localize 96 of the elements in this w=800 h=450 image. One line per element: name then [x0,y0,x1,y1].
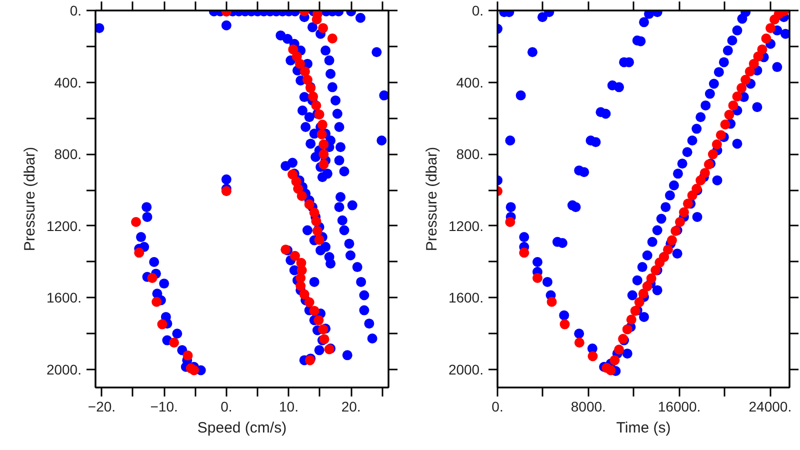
point [221,186,232,196]
point [318,324,328,334]
point [505,216,516,227]
point [724,110,734,120]
x-tick-label: 8000. [570,398,606,414]
point [294,58,305,69]
point [662,244,673,255]
y-tick-label: 0. [472,2,484,18]
point [708,149,718,160]
point [622,324,632,334]
point [308,92,318,102]
y-tick-label: 2000. [448,362,484,378]
x-axis-title: Time (s) [616,420,671,436]
point [532,273,542,283]
point [626,314,636,325]
point [674,216,685,227]
point [638,288,648,299]
point [304,199,314,210]
point [314,234,324,245]
point [296,190,307,201]
x-tick-label: 10. [279,398,298,414]
point [304,297,314,308]
point [744,66,755,77]
point [316,129,327,140]
point [169,338,180,348]
point [712,139,722,150]
point [682,198,693,209]
point [157,319,168,330]
point [678,207,689,218]
point [732,92,742,102]
point [574,338,584,348]
x-axis-title: Speed (cm/s) [197,420,287,436]
point [300,66,310,77]
point [309,208,320,218]
point [290,250,300,261]
point [131,216,142,227]
y-tick-label: 800. [54,146,82,162]
point [606,365,616,376]
y-tick-label: 400. [456,74,484,90]
point [147,273,158,283]
point [666,235,677,246]
x-tick-label: 24000. [748,398,792,414]
y-tick-label: 1600. [448,290,484,306]
point [761,34,772,44]
x-tick-label: −20. [88,398,116,414]
point [317,120,328,130]
y-axis-title: Pressure (dbar) [21,146,38,252]
point [634,297,644,308]
point [614,344,624,355]
point [642,281,652,292]
point [152,296,162,307]
point [299,289,310,300]
y-tick-label: 1200. [448,218,484,234]
point [560,319,570,330]
x-tick-label: −10. [150,398,178,414]
x-tick-label: 0. [492,398,504,414]
x-tick-label: 16000. [658,398,701,414]
point [696,175,706,186]
point [646,273,656,284]
point [588,351,598,362]
point [757,44,768,54]
point [182,350,193,361]
point [728,100,738,110]
point [314,315,324,326]
point [740,74,751,85]
point [700,168,710,178]
point [311,100,322,110]
point [134,248,144,258]
point [311,216,322,226]
y-tick-label: 1200. [46,218,82,234]
point [716,130,726,140]
point [327,34,338,44]
point [318,149,329,160]
point [302,74,312,85]
point [318,23,328,34]
y-tick-label: 2000. [46,362,82,378]
point [318,159,329,170]
point [312,226,322,236]
y-tick-label: 800. [456,146,484,162]
point [748,58,759,69]
point [736,83,747,94]
point [720,120,730,130]
point [610,355,620,366]
x-tick-label: 0. [220,398,232,414]
point [189,365,199,376]
point [519,248,530,258]
point [309,306,320,316]
y-tick-label: 0. [70,2,82,18]
point [766,23,776,34]
y-tick-label: 400. [54,74,82,90]
point [296,280,306,291]
point [546,296,557,307]
point [318,139,329,150]
y-tick-label: 1600. [46,290,82,306]
y-axis-title: Pressure (dbar) [423,146,440,252]
x-tick-label: 20. [341,398,361,414]
